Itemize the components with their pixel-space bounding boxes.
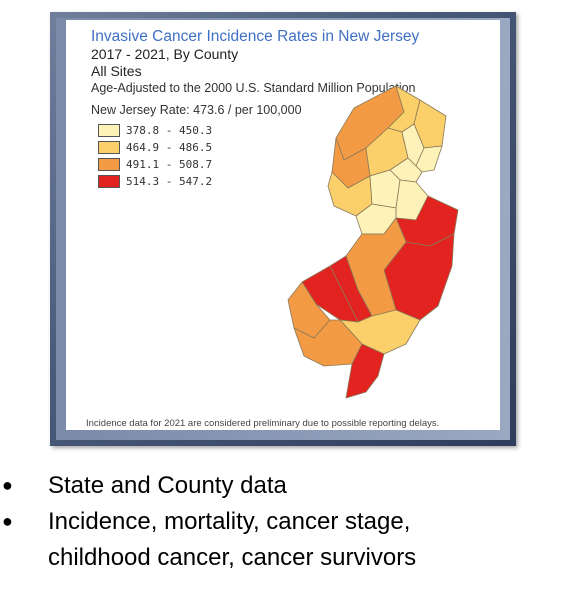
age-adjust-note: Age-Adjusted to the 2000 U.S. Standard M… bbox=[91, 81, 416, 95]
county-cape-may[interactable] bbox=[345, 343, 385, 399]
list-item: childhood cancer, cancer survivors bbox=[0, 540, 567, 576]
legend-label: 378.8 - 450.3 bbox=[126, 124, 213, 137]
legend-item: 378.8 - 450.3 bbox=[98, 122, 212, 139]
map-legend: 378.8 - 450.3 464.9 - 486.5 491.1 - 508.… bbox=[98, 122, 212, 190]
list-item: ● Incidence, mortality, cancer stage, bbox=[0, 504, 567, 540]
bullet-icon: ● bbox=[2, 511, 13, 531]
legend-label: 514.3 - 547.2 bbox=[126, 175, 213, 188]
bullet-text: Incidence, mortality, cancer stage, bbox=[48, 508, 411, 535]
legend-label: 491.1 - 508.7 bbox=[126, 158, 213, 171]
map-title: Invasive Cancer Incidence Rates in New J… bbox=[91, 28, 420, 45]
legend-label: 464.9 - 486.5 bbox=[126, 141, 213, 154]
nj-county-map bbox=[287, 85, 459, 399]
map-panel: Invasive Cancer Incidence Rates in New J… bbox=[66, 20, 500, 430]
legend-swatch-4 bbox=[98, 175, 120, 188]
legend-swatch-3 bbox=[98, 158, 120, 171]
legend-swatch-2 bbox=[98, 141, 120, 154]
map-frame-inner: Invasive Cancer Incidence Rates in New J… bbox=[56, 18, 510, 440]
state-rate: New Jersey Rate: 473.6 / per 100,000 bbox=[91, 103, 302, 117]
legend-swatch-1 bbox=[98, 124, 120, 137]
footnote: Incidence data for 2021 are considered p… bbox=[86, 418, 440, 429]
legend-item: 514.3 - 547.2 bbox=[98, 173, 212, 190]
bullet-text: childhood cancer, cancer survivors bbox=[48, 544, 417, 571]
bullet-text: State and County data bbox=[48, 472, 287, 499]
legend-item: 464.9 - 486.5 bbox=[98, 139, 212, 156]
legend-item: 491.1 - 508.7 bbox=[98, 156, 212, 173]
map-subtitle-sites: All Sites bbox=[91, 63, 142, 79]
map-subtitle-years: 2017 - 2021, By County bbox=[91, 46, 239, 62]
county-somerset[interactable] bbox=[369, 169, 401, 209]
bullet-list: ● State and County data ● Incidence, mor… bbox=[0, 468, 567, 576]
list-item: ● State and County data bbox=[0, 468, 567, 504]
county-hudson[interactable] bbox=[415, 145, 443, 173]
bullet-icon: ● bbox=[2, 475, 13, 495]
map-frame: Invasive Cancer Incidence Rates in New J… bbox=[50, 12, 516, 446]
